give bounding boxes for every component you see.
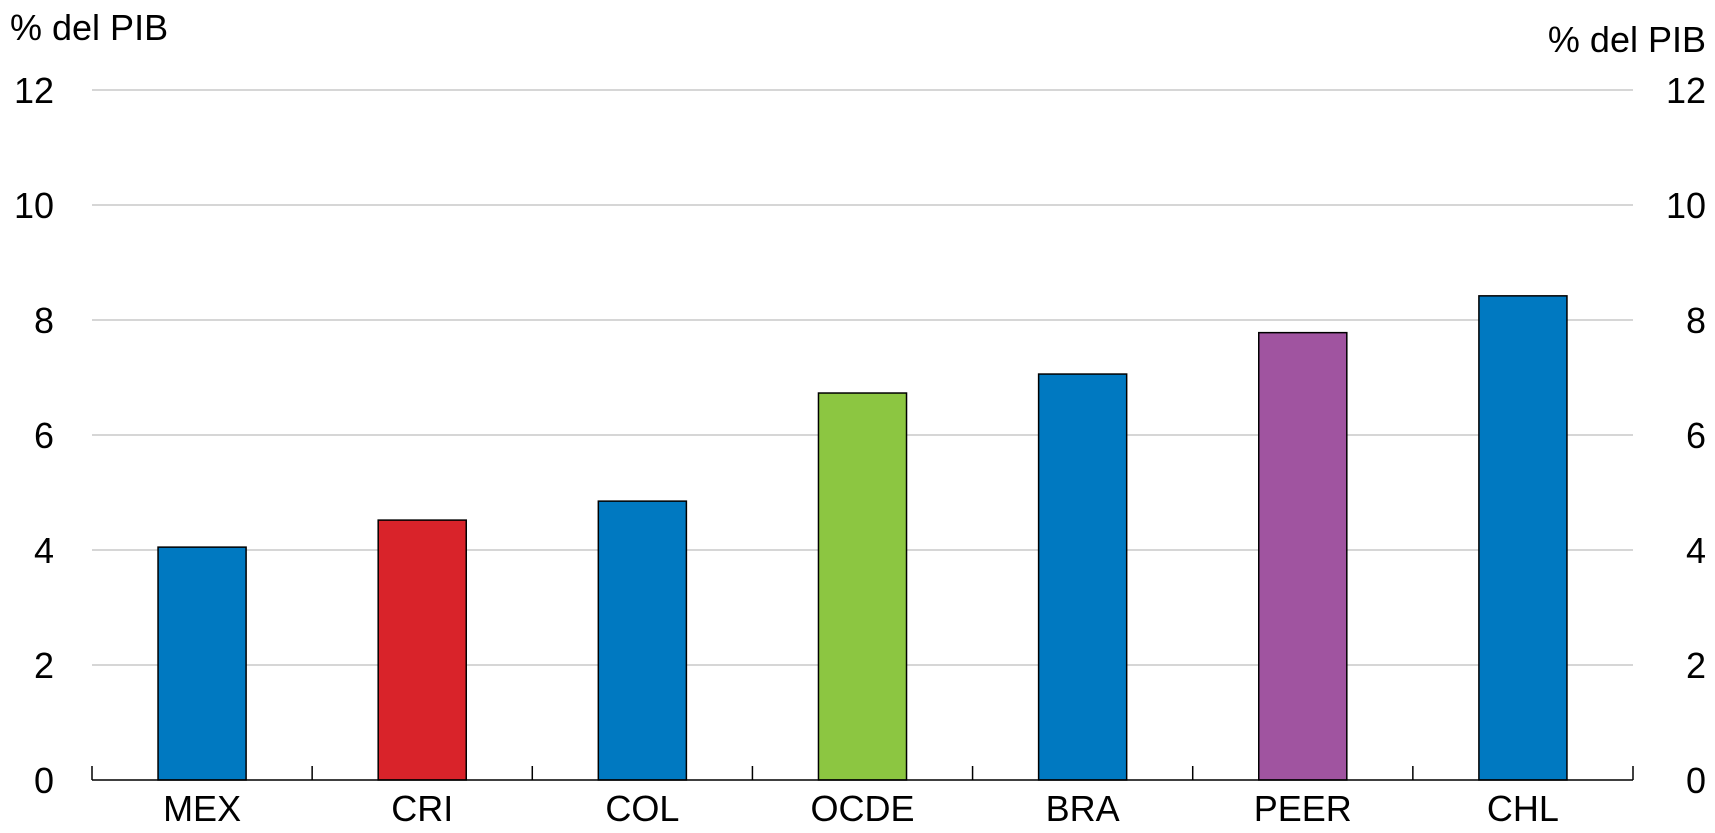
bar-col bbox=[597, 500, 688, 781]
category-label: PEER bbox=[1254, 788, 1352, 829]
left-y-axis-ticks: 0 2 4 6 8 10 12 bbox=[14, 70, 54, 801]
bars bbox=[157, 295, 1568, 781]
left-tick-label: 10 bbox=[14, 185, 54, 226]
left-tick-label: 4 bbox=[34, 530, 54, 571]
bar-ocde bbox=[817, 392, 908, 781]
category-labels: MEX CRI COL OCDE BRA PEER CHL bbox=[163, 788, 1559, 829]
bar-bra bbox=[1037, 373, 1128, 781]
category-label: MEX bbox=[163, 788, 241, 829]
left-tick-label: 6 bbox=[34, 415, 54, 456]
bar-cri bbox=[377, 519, 467, 781]
bar-peer bbox=[1258, 331, 1348, 781]
right-tick-label: 8 bbox=[1686, 300, 1706, 341]
right-tick-label: 0 bbox=[1686, 760, 1706, 801]
bar-mex bbox=[157, 546, 247, 781]
left-tick-label: 12 bbox=[14, 70, 54, 111]
right-tick-label: 4 bbox=[1686, 530, 1706, 571]
category-label: CHL bbox=[1487, 788, 1559, 829]
left-tick-label: 0 bbox=[34, 760, 54, 801]
category-label: CRI bbox=[391, 788, 453, 829]
left-tick-label: 8 bbox=[34, 300, 54, 341]
x-axis bbox=[91, 766, 1634, 781]
right-tick-label: 6 bbox=[1686, 415, 1706, 456]
right-tick-label: 10 bbox=[1666, 185, 1706, 226]
right-axis-unit: % del PIB bbox=[1548, 19, 1706, 60]
category-label: BRA bbox=[1046, 788, 1120, 829]
right-tick-label: 2 bbox=[1686, 645, 1706, 686]
category-label: OCDE bbox=[810, 788, 914, 829]
left-tick-label: 2 bbox=[34, 645, 54, 686]
right-tick-label: 12 bbox=[1666, 70, 1706, 111]
bar-chl bbox=[1478, 295, 1568, 781]
category-label: COL bbox=[605, 788, 679, 829]
right-y-axis-ticks: 0 2 4 6 8 10 12 bbox=[1666, 70, 1706, 801]
left-axis-unit: % del PIB bbox=[10, 7, 168, 48]
